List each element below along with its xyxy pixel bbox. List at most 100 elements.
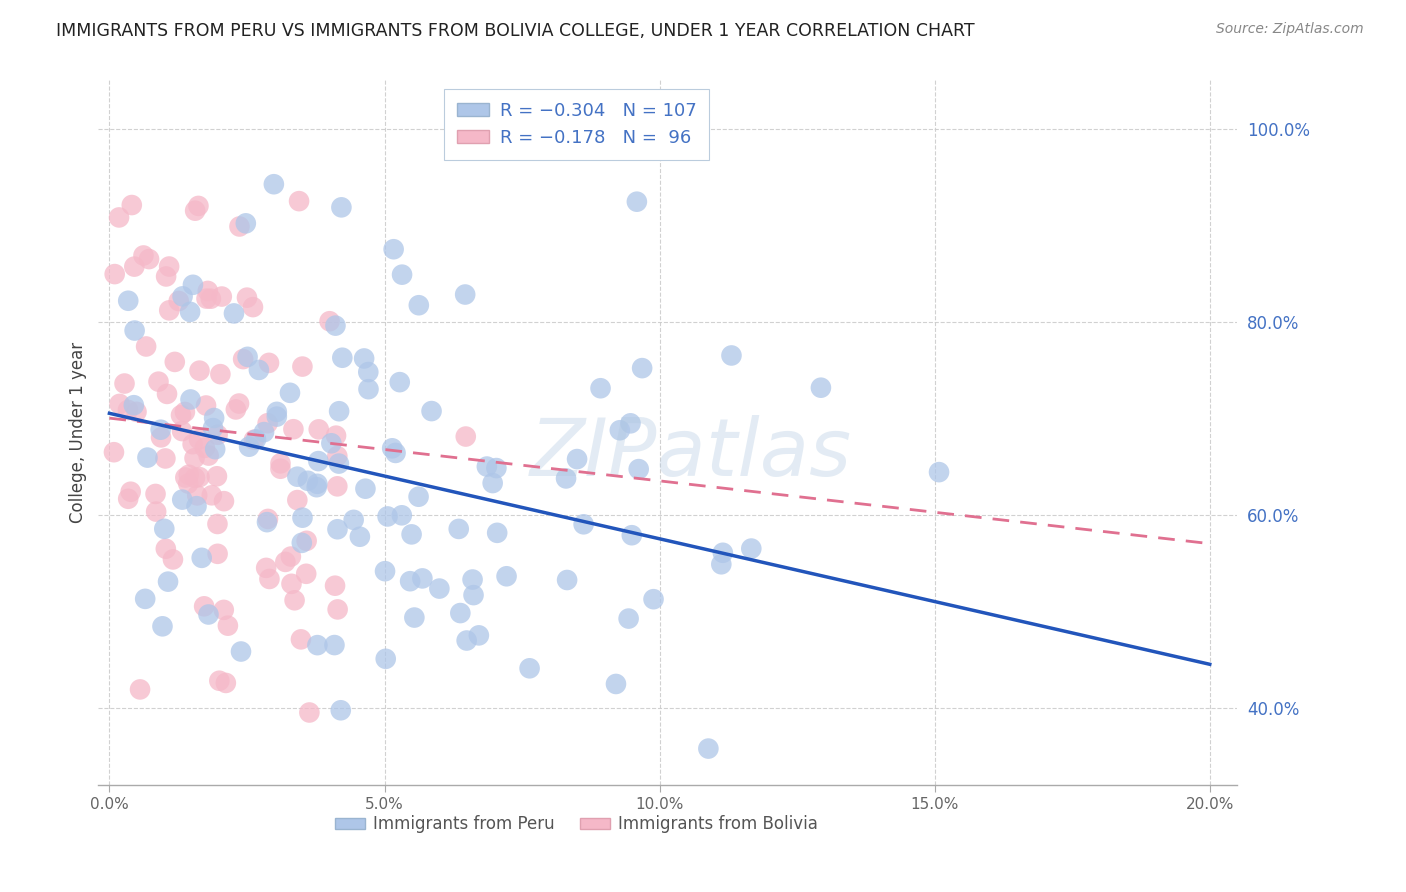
Point xyxy=(155,541,177,556)
Point xyxy=(152,619,174,633)
Point xyxy=(572,517,595,532)
Point xyxy=(114,376,136,391)
Point xyxy=(468,628,491,642)
Point xyxy=(225,402,247,417)
Point xyxy=(117,293,139,308)
Point xyxy=(174,405,197,419)
Point xyxy=(121,198,143,212)
Point xyxy=(202,411,225,425)
Point xyxy=(254,561,277,575)
Point xyxy=(269,461,291,475)
Point xyxy=(242,300,264,314)
Point xyxy=(197,284,219,298)
Point xyxy=(256,416,278,430)
Point xyxy=(263,178,285,192)
Point xyxy=(236,350,259,364)
Point xyxy=(195,399,218,413)
Point xyxy=(326,602,349,616)
Point xyxy=(456,633,478,648)
Point xyxy=(266,405,288,419)
Point xyxy=(205,469,228,483)
Point xyxy=(307,454,329,468)
Point xyxy=(117,491,139,506)
Point xyxy=(318,314,340,328)
Point xyxy=(495,569,517,583)
Point xyxy=(209,367,232,381)
Point xyxy=(156,387,179,401)
Point xyxy=(280,549,302,564)
Point xyxy=(626,194,648,209)
Point xyxy=(103,445,125,459)
Point xyxy=(215,676,238,690)
Point xyxy=(207,547,229,561)
Point xyxy=(117,403,139,417)
Point xyxy=(408,490,430,504)
Point xyxy=(235,216,257,230)
Point xyxy=(207,516,229,531)
Point xyxy=(420,404,443,418)
Point xyxy=(643,592,665,607)
Point xyxy=(229,644,252,658)
Point xyxy=(485,461,508,475)
Point xyxy=(247,363,270,377)
Point xyxy=(353,351,375,366)
Point xyxy=(181,277,204,292)
Point xyxy=(298,706,321,720)
Point xyxy=(124,324,146,338)
Point xyxy=(172,492,194,507)
Point xyxy=(454,287,477,301)
Point xyxy=(153,522,176,536)
Point xyxy=(357,365,380,379)
Point xyxy=(211,289,233,303)
Point xyxy=(200,292,222,306)
Point xyxy=(384,446,406,460)
Point xyxy=(222,306,245,320)
Point xyxy=(305,480,328,494)
Point xyxy=(461,573,484,587)
Point xyxy=(381,442,404,456)
Point xyxy=(620,528,643,542)
Point xyxy=(408,298,430,312)
Point xyxy=(145,487,167,501)
Point xyxy=(155,269,177,284)
Point xyxy=(172,289,194,303)
Point xyxy=(323,579,346,593)
Point xyxy=(193,599,215,614)
Point xyxy=(157,574,180,589)
Point xyxy=(201,488,224,502)
Point xyxy=(124,260,146,274)
Point xyxy=(125,405,148,419)
Point xyxy=(326,522,349,536)
Point xyxy=(257,512,280,526)
Point xyxy=(177,467,200,482)
Point xyxy=(120,484,142,499)
Point xyxy=(928,465,950,479)
Y-axis label: College, Under 1 year: College, Under 1 year xyxy=(69,342,87,524)
Point xyxy=(202,421,225,435)
Point xyxy=(605,677,627,691)
Point xyxy=(132,248,155,262)
Point xyxy=(481,476,503,491)
Point xyxy=(177,476,200,491)
Point xyxy=(232,352,254,367)
Point xyxy=(274,555,297,569)
Point xyxy=(555,471,578,485)
Point xyxy=(617,611,640,625)
Point xyxy=(325,428,347,442)
Point xyxy=(285,493,308,508)
Point xyxy=(167,293,190,308)
Point xyxy=(307,476,329,491)
Point xyxy=(269,456,291,470)
Point xyxy=(129,682,152,697)
Point xyxy=(697,741,720,756)
Legend: Immigrants from Peru, Immigrants from Bolivia: Immigrants from Peru, Immigrants from Bo… xyxy=(329,809,825,840)
Point xyxy=(454,429,477,443)
Point xyxy=(290,632,312,647)
Point xyxy=(170,408,193,422)
Point xyxy=(326,449,349,463)
Point xyxy=(108,397,131,411)
Point xyxy=(291,359,314,374)
Point xyxy=(186,488,208,502)
Point xyxy=(184,203,207,218)
Point xyxy=(162,552,184,566)
